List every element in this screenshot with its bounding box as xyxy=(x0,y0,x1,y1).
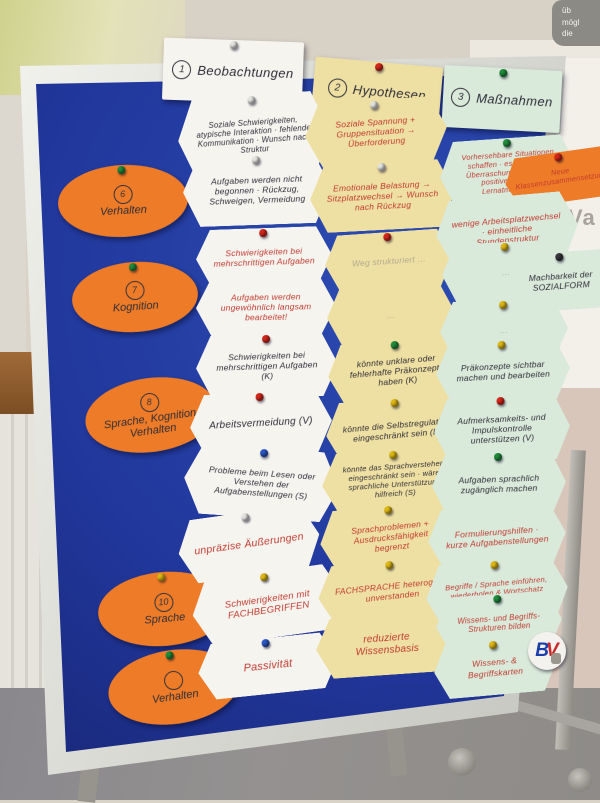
caster-wheel xyxy=(448,748,476,776)
note-text: Passivität xyxy=(242,656,293,675)
pin-icon xyxy=(156,572,166,582)
note-text: Aufgaben werden ungewöhnlich langsam bea… xyxy=(220,291,312,323)
note-card-observation: Aufgaben werden nicht begonnen · Rückzug… xyxy=(182,152,332,227)
pin-icon xyxy=(261,639,270,648)
note-text: Aufgaben sprachlich zugänglich machen xyxy=(458,472,540,496)
note-text: … xyxy=(386,309,396,321)
pin-icon xyxy=(554,153,563,162)
note-text: Schwierigkeiten bei mehrschrittigen Aufg… xyxy=(213,245,315,269)
pin-icon xyxy=(165,650,175,660)
note-card-observation: Schwierigkeiten bei mehrschrittigen Aufg… xyxy=(195,332,339,401)
logo-letter-b: B xyxy=(535,640,550,661)
pin-icon xyxy=(503,139,512,148)
wall-sign-line: üb xyxy=(562,6,571,15)
pin-icon xyxy=(499,301,507,309)
note-card-hypothesis: Emotionale Belastung → Sitzplatzwechsel … xyxy=(308,158,456,233)
pin-icon xyxy=(493,595,502,604)
note-text: Schwierigkeiten mit FACHBEGRIFFEN xyxy=(224,587,311,622)
note-text: Neue Klassenzusammensetzung xyxy=(514,166,600,192)
pin-icon xyxy=(252,156,260,164)
note-text: Formulierungshilfen · kurze Aufgabenstel… xyxy=(445,524,549,551)
pin-icon xyxy=(370,101,379,110)
note-text: reduzierte Wissensbasis xyxy=(355,631,420,659)
pin-icon xyxy=(390,341,399,350)
wall-sign-line: die xyxy=(562,29,573,39)
header-number: 1 xyxy=(172,59,192,80)
pin-icon xyxy=(499,68,508,78)
oval-number: 7 xyxy=(124,280,145,301)
oval-number: 8 xyxy=(138,391,160,414)
pin-icon xyxy=(497,341,505,349)
pin-icon xyxy=(128,262,138,272)
oval-number xyxy=(162,669,184,692)
pin-icon xyxy=(555,253,564,262)
note-text: Schwierigkeiten bei mehrschrittigen Aufg… xyxy=(216,349,318,382)
oval-label: Sprache xyxy=(143,610,186,627)
pin-icon xyxy=(229,40,239,50)
oval-label: Kognition xyxy=(112,299,159,315)
pin-icon xyxy=(241,513,250,522)
pin-icon xyxy=(390,399,399,408)
oval-label: Verhalten xyxy=(151,687,200,706)
header-label: Beobachtungen xyxy=(197,62,294,81)
board-logo: B V xyxy=(528,632,566,670)
logo-hand-glyph xyxy=(551,653,561,664)
note-text: … xyxy=(499,324,509,336)
note-text: Probleme beim Lesen oder Verstehen der A… xyxy=(208,464,316,502)
note-text: Machbarkeit der SOZIALFORM xyxy=(528,268,593,293)
pin-icon xyxy=(384,506,393,515)
pin-icon xyxy=(255,393,263,401)
pin-icon xyxy=(500,243,508,251)
pin-icon xyxy=(259,449,268,458)
pin-icon xyxy=(388,451,397,460)
pin-icon xyxy=(383,233,392,242)
oval-label: Verhalten xyxy=(99,203,148,218)
header-number: 3 xyxy=(450,86,471,107)
pin-icon xyxy=(489,641,498,650)
pin-icon xyxy=(260,573,269,582)
note-text: Präkonzepte sichtbar machen und bearbeit… xyxy=(456,358,551,384)
oval-number: 10 xyxy=(153,591,174,613)
pin-icon xyxy=(259,229,267,237)
header-number: 2 xyxy=(327,77,348,98)
pin-icon xyxy=(377,163,385,171)
note-card-hypothesis: Soziale Spannung + Gruppensituation → Üb… xyxy=(303,95,449,169)
note-text: Aufmerksamkeits- und Impulskontrolle unt… xyxy=(456,411,546,446)
oval-number: 6 xyxy=(112,184,133,205)
note-text: Aufgaben werden nicht begonnen · Rückzug… xyxy=(209,173,306,207)
pin-icon xyxy=(490,561,499,570)
wall-sign: üb mögl die xyxy=(552,0,600,46)
pin-icon xyxy=(496,397,504,405)
note-text: Soziale Spannung + Gruppensituation → Üb… xyxy=(335,114,416,149)
note-text: Weg strukturiert … xyxy=(351,253,427,269)
pin-icon xyxy=(247,96,256,105)
wall-sign-line: mögl xyxy=(562,17,580,27)
pin-icon xyxy=(374,62,384,72)
window-sill xyxy=(0,352,38,414)
note-text: Emotionale Belastung → Sitzplatzwechsel … xyxy=(326,178,439,213)
column-header-massnahmen: 3 Maßnahmen xyxy=(441,64,563,134)
pin-icon xyxy=(494,453,502,461)
note-text: unpräzise Äußerungen xyxy=(193,530,305,558)
note-text: Arbeitsvermeidung (V) xyxy=(208,415,314,432)
caster-wheel xyxy=(568,768,592,792)
pin-icon xyxy=(262,335,270,343)
header-label: Maßnahmen xyxy=(475,90,554,110)
pin-icon xyxy=(117,165,126,175)
note-card-observation: Aufgaben werden ungewöhnlich langsam bea… xyxy=(196,277,337,337)
pin-icon xyxy=(385,561,394,570)
